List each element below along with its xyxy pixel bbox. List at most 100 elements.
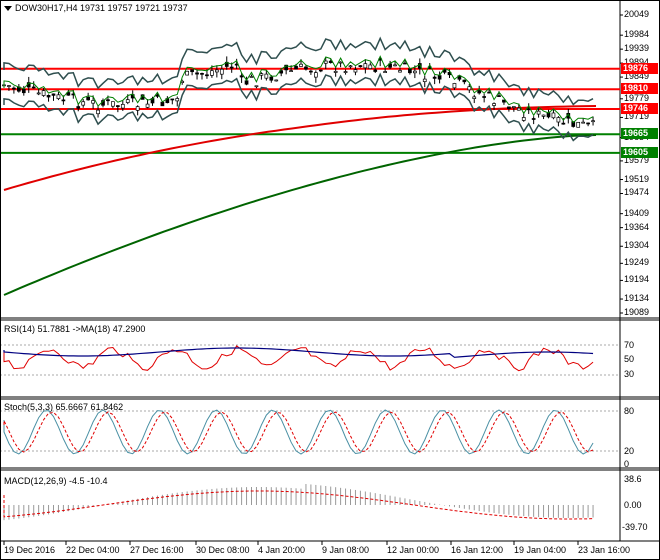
candle-body — [106, 99, 110, 102]
candle-body — [205, 74, 209, 77]
price-axis-label: 19579 — [624, 154, 650, 165]
chart-menu-icon[interactable] — [4, 6, 12, 12]
candle-body — [249, 76, 254, 78]
candle-body — [304, 66, 308, 70]
candle-body — [170, 98, 175, 101]
candle-body — [76, 106, 81, 109]
price-axis-label: 19194 — [624, 274, 650, 285]
candle-body — [219, 68, 224, 75]
macd-axis-zero: 0.00 — [624, 500, 642, 510]
candle-body — [398, 70, 402, 73]
candle-body — [135, 106, 140, 111]
level-tag: 19605 — [621, 146, 658, 158]
candle-body — [551, 112, 556, 119]
candle-body — [46, 94, 51, 98]
candle-body — [432, 76, 437, 79]
candle-body — [289, 70, 293, 72]
candle-body — [294, 65, 298, 70]
symbol-ohlc: DOW30H17,H4 19731 19757 19721 19737 — [15, 3, 188, 13]
price-axis-label: 19519 — [624, 173, 650, 184]
ma-mid-line — [3, 105, 597, 191]
rsi-title: RSI(14) 51.7881 ->MA(18) 47.2900 — [4, 324, 146, 334]
candle-body — [36, 92, 41, 95]
candle-body — [521, 117, 526, 121]
candle-body — [81, 101, 86, 106]
candle-body — [497, 95, 501, 97]
candle-body — [516, 107, 521, 111]
rsi-line — [3, 345, 594, 372]
candle-body — [115, 105, 120, 107]
candle-body — [586, 122, 590, 125]
stoch-axis-0: 0 — [624, 459, 630, 469]
stoch-d-line — [3, 411, 594, 453]
level-tag: 19810 — [621, 83, 658, 95]
candle-body — [507, 106, 511, 110]
candle-body — [195, 72, 199, 75]
price-axis-label: 19134 — [624, 293, 650, 304]
candle-body — [7, 85, 11, 87]
bollinger-upper — [3, 36, 594, 106]
price-axis-label: 19089 — [624, 307, 650, 317]
price-axis-label: 19249 — [624, 257, 650, 268]
candle-body — [492, 103, 496, 106]
candle-body — [472, 96, 477, 99]
price-chart-pane[interactable] — [0, 0, 620, 318]
candle-body — [215, 69, 219, 73]
candle-body — [175, 98, 180, 102]
time-axis-label: 23 Jan 16:00 — [578, 545, 631, 555]
candle-body — [348, 65, 353, 68]
candle-body — [200, 73, 204, 75]
candle-body — [403, 62, 407, 65]
bollinger-middle — [3, 55, 594, 124]
candle-body — [239, 75, 244, 78]
candle-body — [66, 92, 71, 96]
candle-body — [333, 70, 338, 73]
bollinger-lower — [3, 72, 594, 142]
candle-body — [393, 64, 397, 67]
time-axis-label: 19 Dec 2016 — [4, 545, 56, 555]
candle-body — [31, 86, 36, 89]
candle-body — [541, 114, 546, 117]
time-axis-label: 19 Jan 04:00 — [514, 545, 567, 555]
macd-axis-top: 38.6 — [624, 474, 642, 484]
candle-body — [254, 85, 259, 88]
candle-body — [120, 104, 125, 109]
candle-body — [210, 70, 214, 76]
time-axis-label: 9 Jan 08:00 — [322, 545, 370, 555]
candle-body — [462, 79, 467, 83]
candle-body — [299, 63, 303, 67]
price-axis-label: 19409 — [624, 207, 650, 218]
macd-title: MACD(12,26,9) -4.5 -10.4 — [4, 476, 108, 486]
candle-body — [91, 100, 95, 104]
rsi-axis-70: 70 — [624, 340, 635, 350]
rsi-ma-line — [3, 347, 594, 358]
level-tag: 19665 — [621, 128, 658, 140]
price-axis-label: 19779 — [624, 92, 650, 103]
candle-body — [561, 122, 566, 125]
candle-body — [96, 109, 100, 115]
candle-body — [358, 65, 363, 68]
price-axis-label: 19849 — [624, 71, 650, 82]
candle-body — [309, 70, 313, 73]
price-axis-label: 19894 — [624, 57, 649, 67]
macd-axis-bottom: -39.70 — [622, 522, 648, 532]
candle-body — [86, 96, 91, 101]
candle-body — [576, 121, 581, 128]
candle-body — [581, 121, 586, 124]
candle-body — [546, 112, 551, 118]
chart-title: DOW30H17,H4 19731 19757 19721 19737 — [4, 3, 188, 13]
candle-body — [408, 68, 412, 74]
candle-body — [531, 118, 536, 120]
candle-body — [437, 75, 442, 80]
candle-body — [417, 63, 422, 69]
candle-body — [284, 64, 288, 71]
candle-body — [21, 88, 26, 94]
candle-body — [556, 117, 561, 123]
rsi-axis-50: 50 — [624, 354, 635, 364]
candle-body — [591, 120, 595, 123]
time-axis-label: 12 Jan 00:00 — [387, 545, 440, 555]
level-tag: 19876 — [621, 62, 658, 74]
candle-body — [61, 99, 66, 102]
candle-body — [383, 71, 387, 74]
